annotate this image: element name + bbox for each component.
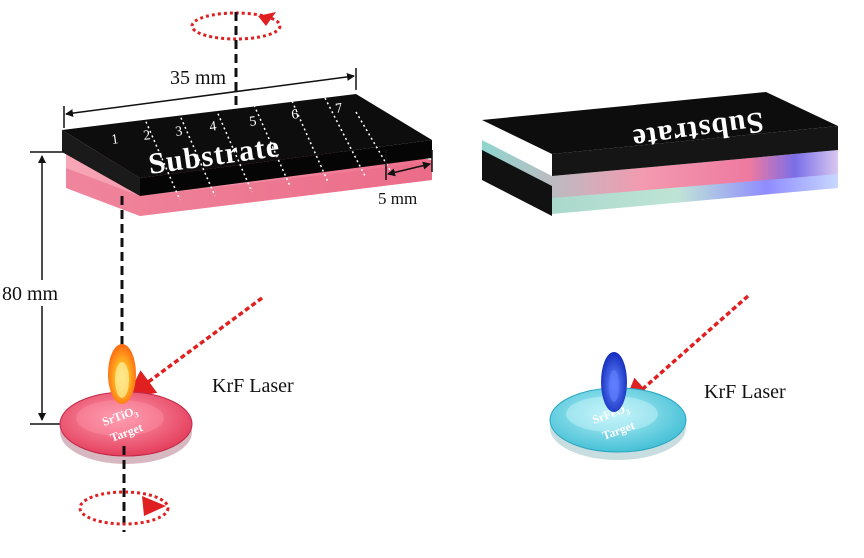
target-right: SrFeO3 Target xyxy=(549,387,687,460)
substrate-right: Substrate xyxy=(482,92,838,216)
laser-beam-right xyxy=(622,294,750,407)
strip-number-1: 1 xyxy=(110,132,119,148)
strip-number-2: 2 xyxy=(142,128,151,144)
laser-right-label: KrF Laser xyxy=(704,381,786,403)
strip-dimension: 5 mm xyxy=(378,150,433,208)
plume-right xyxy=(601,352,627,412)
distance-dimension: 80 mm xyxy=(0,151,84,425)
strip-number-6: 6 xyxy=(290,107,299,123)
strip-number-3: 3 xyxy=(174,124,183,140)
strip-number-5: 5 xyxy=(248,114,257,130)
distance-label: 80 mm xyxy=(2,283,59,305)
left-assembly: 35 mm 1 2 xyxy=(0,11,433,532)
right-assembly: Substrate SrFeO3 Target KrF Laser xyxy=(482,92,838,460)
target-left: SrTiO3 Target xyxy=(59,391,193,464)
rotation-indicator-bottom xyxy=(78,490,170,526)
strip-label: 5 mm xyxy=(378,189,417,208)
strip-number-4: 4 xyxy=(208,119,217,135)
strip-number-7: 7 xyxy=(334,101,343,117)
width-dimension: 35 mm xyxy=(63,67,357,128)
plume-left xyxy=(108,344,136,404)
laser-left-label: KrF Laser xyxy=(212,375,294,397)
width-label: 35 mm xyxy=(170,67,227,89)
substrate-left: 1 2 3 4 5 6 7 Substrate xyxy=(62,91,432,216)
laser-beam-left xyxy=(126,296,264,399)
strip-numbers: 1 2 3 4 5 6 7 xyxy=(110,101,343,148)
